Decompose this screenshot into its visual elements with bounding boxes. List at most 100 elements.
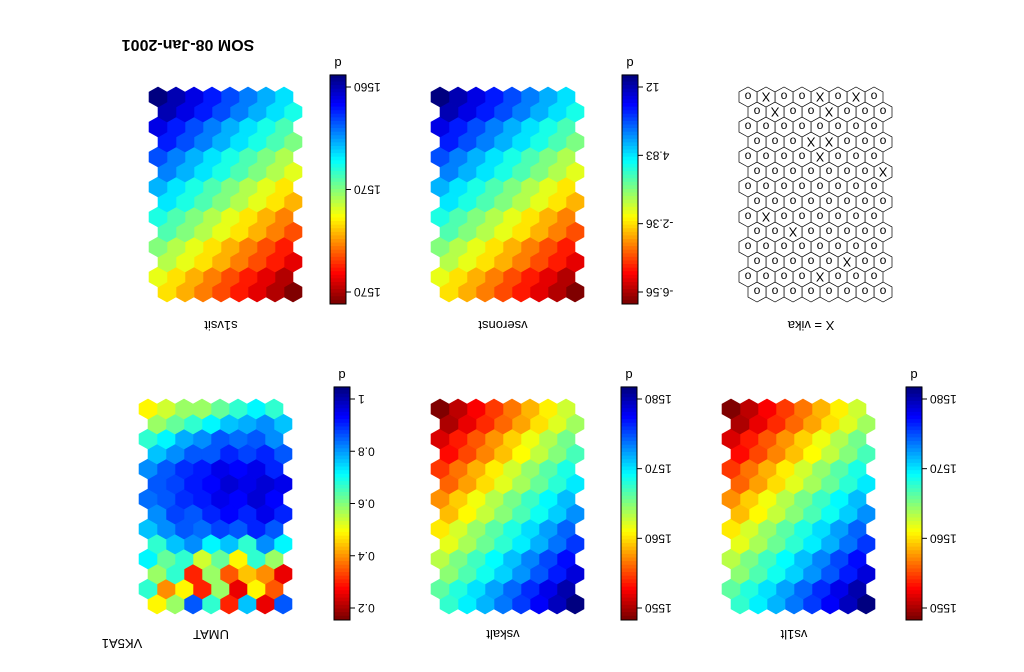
colorbar-swatch [906, 397, 922, 402]
colorbar-swatch [330, 138, 346, 143]
colorbar-swatch [906, 495, 922, 500]
colorbar-swatch [906, 532, 922, 537]
cell-symbol: o [798, 150, 805, 164]
cell-symbol: o [762, 180, 769, 194]
colorbar-swatch [334, 400, 350, 406]
cell-symbol: o [870, 120, 877, 134]
cell-symbol: o [798, 120, 805, 134]
cell-symbol: o [780, 120, 787, 134]
colorbar-swatch [906, 612, 922, 617]
colorbar-swatch [621, 528, 637, 533]
colorbar-swatch [621, 484, 637, 489]
cell-symbol: o [762, 270, 769, 284]
colorbar-swatch [621, 455, 637, 460]
colorbar-swatch [906, 499, 922, 504]
colorbar-swatch [906, 524, 922, 529]
cell-symbol: o [753, 255, 760, 269]
colorbar-swatch [906, 539, 922, 544]
colorbar-frame [905, 386, 923, 621]
colorbar-swatch [621, 481, 637, 486]
cell-symbol: o [780, 270, 787, 284]
colorbar-tick-label: 1560 [354, 80, 381, 94]
colorbar-swatch [622, 264, 638, 269]
panel-title: vskalt [486, 627, 520, 642]
colorbar-swatch [622, 117, 638, 122]
colorbar-swatch [334, 597, 350, 602]
colorbar-swatch [330, 217, 346, 222]
colorbar-swatch [906, 404, 922, 409]
colorbar-swatch [621, 568, 637, 573]
cell-symbol: o [780, 240, 787, 254]
cell-symbol: X [824, 105, 833, 120]
cell-symbol: o [807, 165, 814, 179]
cell-symbol: o [816, 120, 823, 134]
colorbar-swatch [334, 411, 350, 417]
colorbar-swatch [334, 488, 350, 493]
colorbar-swatch [334, 419, 350, 424]
colorbar-swatch [621, 601, 637, 606]
cell-symbol: o [843, 105, 850, 119]
colorbar-swatch [330, 285, 346, 290]
cell-symbol: o [852, 180, 859, 194]
colorbar-swatch [334, 590, 350, 595]
colorbar-swatch [621, 466, 637, 471]
colorbar-swatch [330, 135, 346, 140]
colorbar-swatch [334, 448, 350, 453]
colorbar-swatch [622, 120, 638, 126]
colorbar-swatch [334, 546, 350, 551]
colorbar-swatch [334, 466, 350, 471]
cell-symbol: o [852, 150, 859, 164]
colorbar-swatch [621, 586, 637, 591]
colorbar-label: d [910, 368, 917, 383]
cell-symbol: o [870, 270, 877, 284]
colorbar-swatch [330, 95, 346, 101]
colorbar-swatch [621, 564, 637, 570]
colorbar-swatch [621, 491, 637, 497]
colorbar-swatch [334, 408, 350, 413]
som-cell [430, 86, 450, 108]
cell-symbol: o [807, 105, 814, 119]
colorbar-swatch [334, 437, 350, 442]
som-panel-6: oooooooooooXooooooXooooooooooooooooooXoo… [738, 86, 893, 333]
colorbar-swatch [906, 491, 922, 497]
colorbar-swatch [906, 488, 922, 493]
colorbar-swatch [906, 502, 922, 508]
cell-symbol: X [770, 105, 779, 120]
colorbar-swatch [621, 430, 637, 435]
colorbar-swatch [906, 415, 922, 420]
colorbar-swatch [334, 433, 350, 438]
colorbar-swatch [622, 145, 638, 151]
cell-symbol: o [843, 195, 850, 209]
cell-symbol: o [762, 240, 769, 254]
colorbar-swatch [622, 149, 638, 154]
colorbar-swatch [334, 481, 350, 486]
colorbar-swatch [622, 171, 638, 176]
colorbar-swatch [621, 499, 637, 504]
colorbar-swatch [330, 167, 346, 172]
colorbar-swatch [622, 206, 638, 211]
colorbar-swatch [621, 542, 637, 548]
colorbar-swatch [334, 608, 350, 613]
colorbar-swatch [330, 171, 346, 176]
colorbar-tick-label: 1550 [930, 601, 957, 615]
cell-symbol: o [852, 210, 859, 224]
colorbar-swatch [621, 604, 637, 610]
colorbar-swatch [330, 81, 346, 86]
cell-symbol: o [834, 270, 841, 284]
colorbar-swatch [906, 506, 922, 511]
colorbar-swatch [330, 235, 346, 240]
cell-symbol: o [762, 120, 769, 134]
colorbar-swatch [330, 113, 346, 118]
cell-symbol: X [806, 135, 815, 150]
colorbar-swatch [621, 597, 637, 602]
cell-symbol: o [753, 165, 760, 179]
colorbar-tick-label: -6.56 [646, 285, 674, 299]
colorbar-swatch [906, 582, 922, 588]
colorbar-swatch [622, 131, 638, 136]
colorbar-swatch [334, 561, 350, 566]
colorbar-swatch [330, 178, 346, 183]
colorbar-swatch [906, 459, 922, 464]
colorbar-swatch [334, 586, 350, 591]
som-cell [138, 398, 158, 420]
colorbar-tick-label: 0.8 [358, 444, 375, 458]
